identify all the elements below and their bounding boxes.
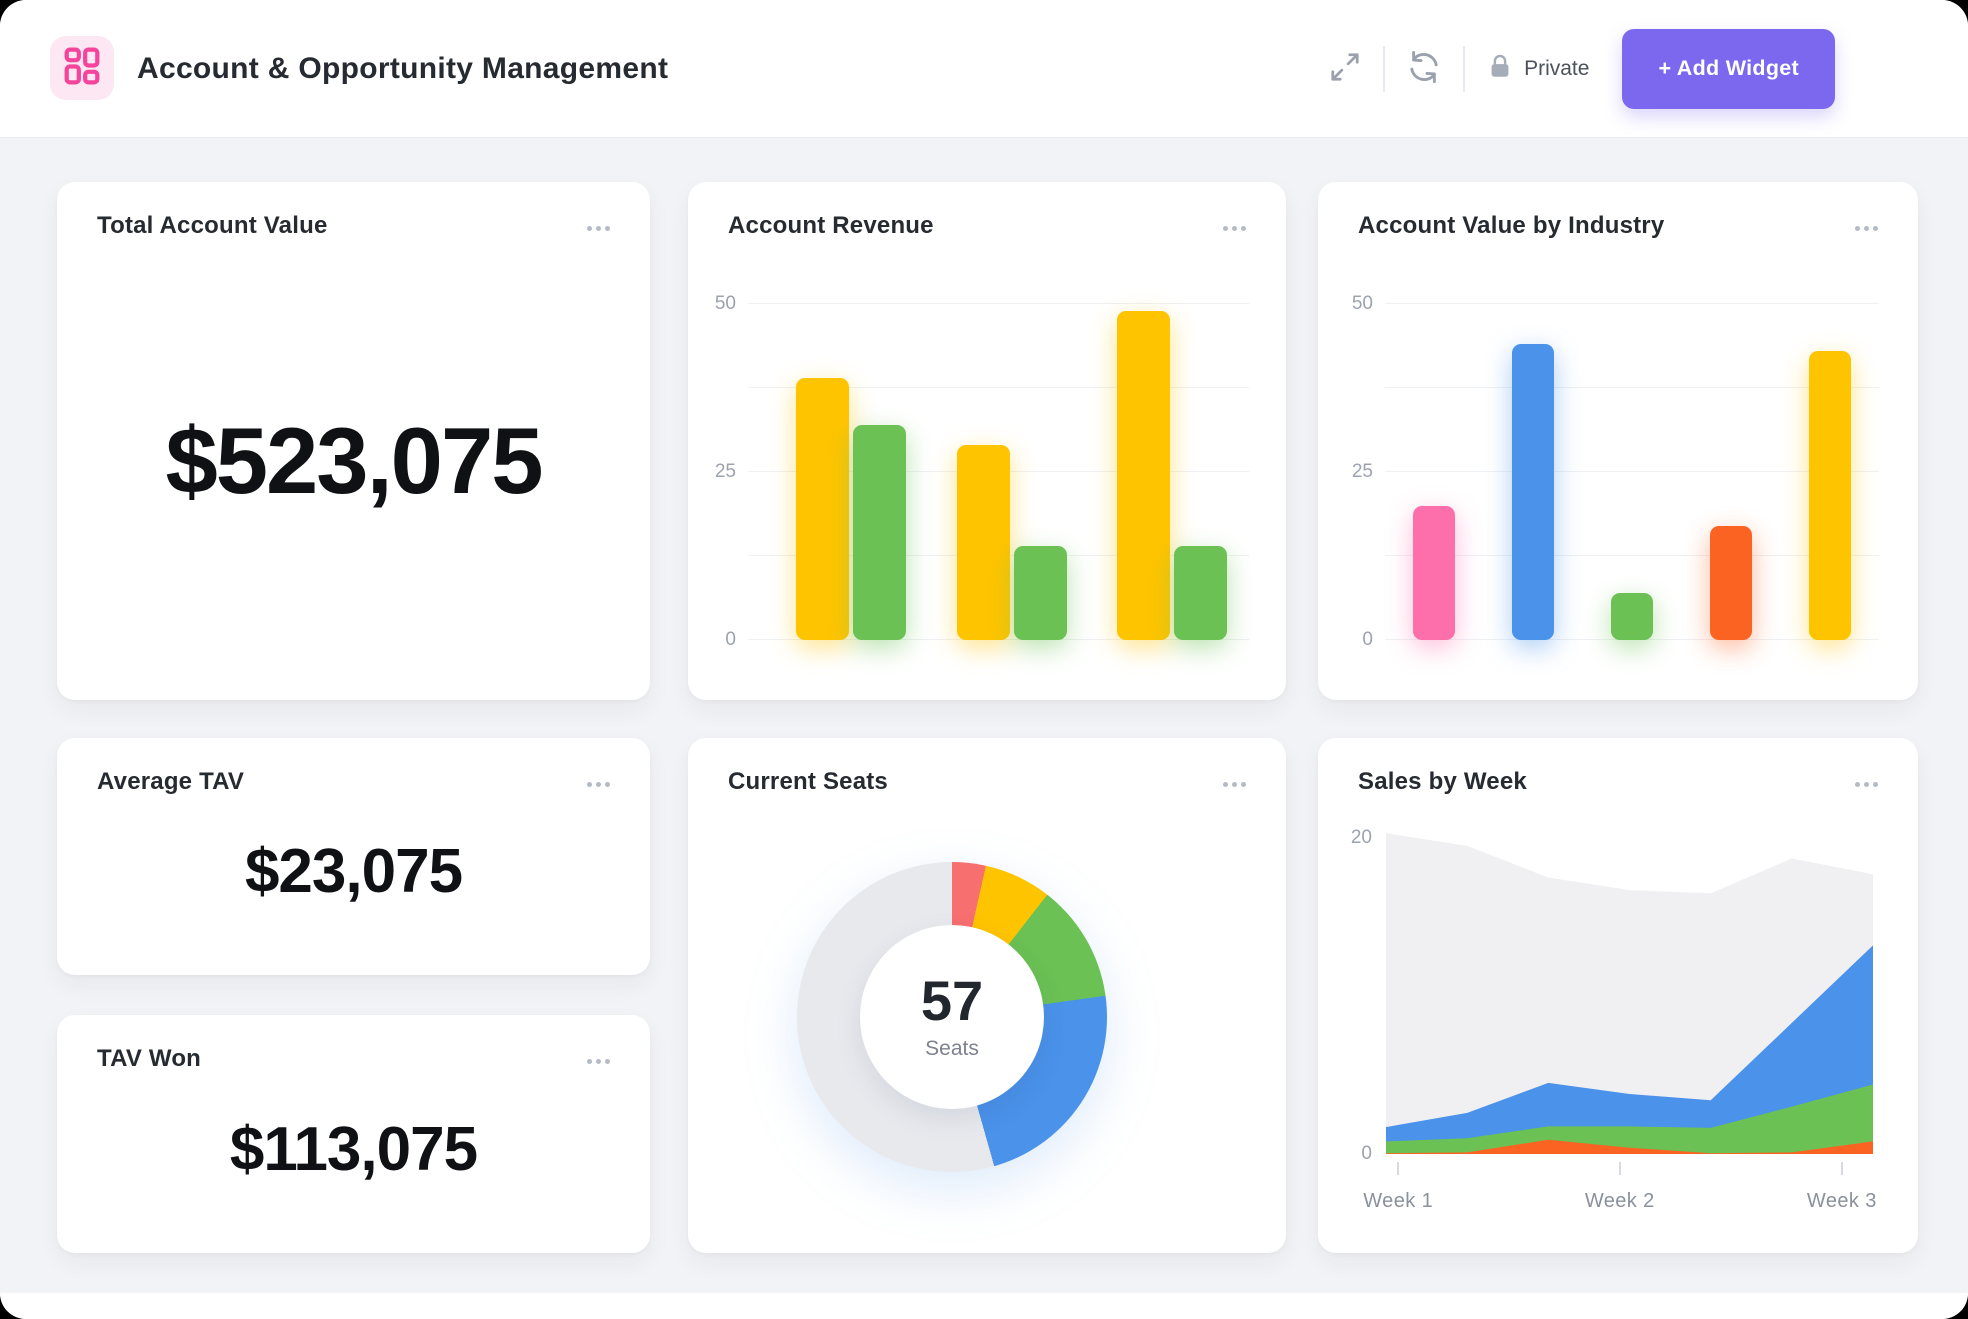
x-axis-label: Week 1 — [1363, 1190, 1434, 1212]
card-total-account-value: Total Account Value $523,075 — [57, 182, 650, 700]
card-title: TAV Won — [97, 1045, 202, 1072]
card-title: Account Revenue — [728, 212, 934, 239]
bar — [795, 377, 849, 640]
expand-button[interactable] — [1324, 46, 1366, 91]
card-sales-by-week: Sales by Week 20 0 Week 1 Week 2 Week 3 — [1318, 738, 1918, 1253]
bar — [1808, 351, 1851, 640]
y-axis-tick-label: 0 — [1362, 629, 1373, 650]
card-menu-button[interactable] — [583, 222, 614, 235]
average-tav-value: $23,075 — [244, 837, 463, 906]
divider — [1463, 45, 1466, 92]
y-axis-tick-label: 20 — [1350, 827, 1372, 848]
area-series-orange — [1386, 1139, 1873, 1154]
y-axis-tick-label: 0 — [725, 629, 736, 650]
sales-by-week-chart: 20 0 Week 1 Week 2 Week 3 — [1351, 827, 1876, 1212]
refresh-button[interactable] — [1402, 45, 1446, 92]
card-account-value-by-industry: Account Value by Industry 0 25 50 — [1318, 182, 1918, 700]
current-seats-donut-chart: 57 Seats — [797, 862, 1107, 1172]
y-axis-tick-label: 50 — [1351, 293, 1373, 314]
lock-icon — [1486, 52, 1514, 86]
card-menu-button[interactable] — [583, 1055, 614, 1068]
card-tav-won: TAV Won $113,075 — [57, 1015, 650, 1253]
card-menu-button[interactable] — [1219, 222, 1250, 235]
y-axis-tick-label: 25 — [1351, 461, 1373, 482]
card-title: Current Seats — [728, 768, 888, 795]
card-title: Sales by Week — [1358, 768, 1527, 795]
card-menu-button[interactable] — [1851, 778, 1882, 791]
x-axis-label: Week 3 — [1806, 1190, 1877, 1212]
expand-icon — [1328, 50, 1362, 87]
privacy-label: Private — [1524, 56, 1590, 80]
area-series-blue — [1386, 945, 1873, 1154]
bar — [1174, 545, 1228, 640]
bar — [852, 425, 906, 640]
card-title: Account Value by Industry — [1358, 212, 1665, 239]
card-menu-button[interactable] — [1219, 778, 1250, 791]
gridline — [748, 303, 1249, 304]
gridline — [1385, 471, 1879, 472]
donut-center: 57 Seats — [860, 925, 1044, 1109]
bar — [956, 445, 1010, 640]
add-widget-button[interactable]: + Add Widget — [1622, 28, 1835, 109]
account-revenue-chart: 0 25 50 — [715, 293, 1249, 650]
y-axis-tick-label: 0 — [1361, 1143, 1372, 1164]
gridline — [1385, 555, 1879, 556]
card-menu-button[interactable] — [583, 778, 614, 791]
gridline — [1385, 387, 1879, 388]
y-axis-tick-label: 25 — [714, 461, 736, 482]
x-axis-tick — [1840, 1162, 1843, 1175]
total-account-value: $523,075 — [165, 408, 543, 513]
x-axis-tick — [1397, 1162, 1400, 1175]
header: Account & Opportunity Management — [0, 0, 1968, 138]
card-current-seats: Current Seats 57 Seats — [688, 738, 1286, 1253]
window-bottom-chrome — [0, 1293, 1968, 1319]
bar — [1512, 344, 1555, 640]
tav-won-value: $113,075 — [229, 1114, 478, 1184]
privacy-control[interactable]: Private — [1482, 52, 1593, 86]
card-title: Average TAV — [97, 768, 245, 795]
bar — [1413, 505, 1456, 640]
card-menu-button[interactable] — [1851, 222, 1882, 235]
card-account-revenue: Account Revenue 0 25 50 — [688, 182, 1286, 700]
dashboard-tile — [50, 36, 114, 100]
x-axis-label: Week 2 — [1584, 1190, 1655, 1212]
dashboard-icon — [64, 47, 100, 90]
gridline — [1385, 303, 1879, 304]
refresh-icon — [1406, 49, 1442, 88]
card-average-tav: Average TAV $23,075 — [57, 738, 650, 975]
seats-unit-label: Seats — [925, 1037, 979, 1060]
divider — [1383, 45, 1386, 92]
bar — [1117, 310, 1171, 640]
bar — [1709, 525, 1752, 640]
area-series-green — [1386, 1084, 1873, 1154]
card-title: Total Account Value — [97, 212, 328, 239]
seats-count: 57 — [920, 969, 984, 1032]
bar — [1611, 593, 1653, 640]
bar — [1013, 545, 1067, 640]
gridline — [748, 387, 1249, 388]
area-series — [1386, 833, 1873, 1154]
account-value-by-industry-chart: 0 25 50 — [1352, 293, 1879, 650]
x-axis-tick — [1618, 1162, 1621, 1175]
y-axis-tick-label: 50 — [714, 293, 736, 314]
page-title: Account & Opportunity Management — [137, 51, 669, 85]
header-actions: Private + Add Widget — [1324, 28, 1835, 109]
